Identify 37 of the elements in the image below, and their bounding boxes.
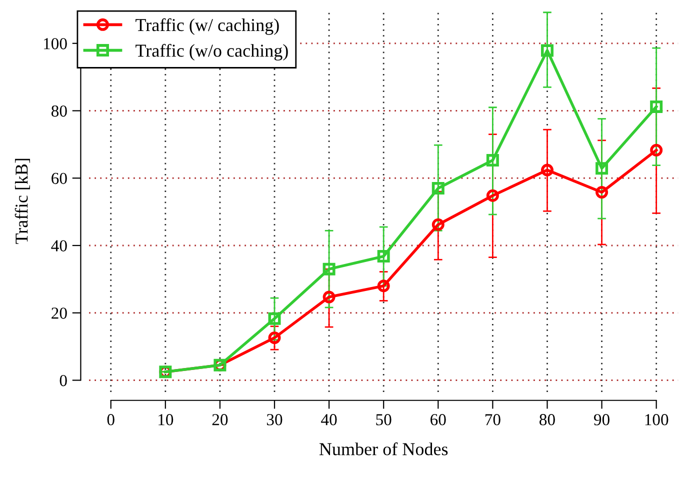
y-axis-title: Traffic [kB]: [14, 158, 30, 244]
x-tick-label: 90: [594, 414, 610, 426]
point: [268, 332, 281, 344]
y-tick-label: 20: [52, 308, 67, 319]
x-tick-label: 10: [158, 414, 174, 426]
point: [486, 154, 499, 167]
x-tick-label: 100: [645, 414, 668, 426]
y-tick-label: 40: [51, 240, 67, 252]
x-tick-label: 0: [107, 414, 114, 426]
x-tick-label: 70: [485, 414, 500, 426]
legend-label: Traffic (w/ caching): [136, 18, 279, 35]
x-tick-label: 20: [212, 414, 228, 426]
x-tick-label: 80: [540, 414, 555, 426]
y-tick-label: 100: [44, 38, 67, 50]
point: [377, 280, 390, 292]
x-tick-label: 30: [266, 414, 282, 426]
point: [377, 250, 390, 263]
point: [540, 44, 554, 57]
x-axis-title: Number of Nodes: [319, 442, 448, 456]
point: [322, 290, 336, 304]
y-tick-label: 0: [60, 374, 67, 386]
point: [432, 182, 444, 194]
point: [540, 164, 554, 176]
point: [486, 189, 499, 202]
x-tick-label: 60: [430, 414, 446, 426]
point: [650, 100, 663, 113]
y-tick-label: 60: [52, 172, 67, 184]
point: [596, 162, 608, 175]
legend-label: Traffic (w/o caching): [136, 44, 288, 61]
point: [432, 218, 444, 231]
point: [268, 312, 281, 325]
x-tick-label: 50: [376, 414, 392, 426]
y-tick-label: 80: [51, 105, 67, 117]
point: [322, 262, 336, 276]
point: [650, 144, 663, 156]
point: [596, 186, 608, 199]
x-tick-label: 40: [321, 414, 337, 426]
